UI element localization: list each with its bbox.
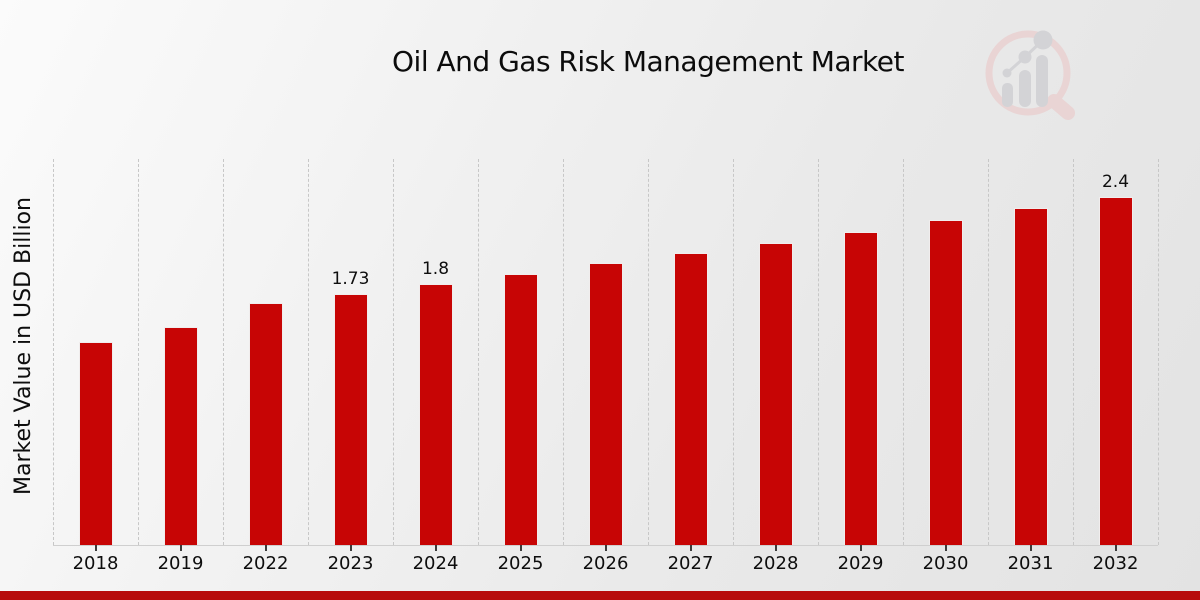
- gridline: [223, 159, 224, 545]
- gridline: [988, 159, 989, 545]
- x-tick-label-2027: 2027: [667, 553, 714, 574]
- bar-2028: [758, 243, 793, 545]
- x-tick-label-2028: 2028: [752, 553, 799, 574]
- x-axis-tick: [944, 545, 947, 551]
- x-axis-tick: [1029, 545, 1032, 551]
- bar-2026: [588, 263, 623, 545]
- x-tick-label-2022: 2022: [242, 553, 289, 574]
- bar-2031: [1013, 208, 1048, 545]
- bar-2030: [928, 220, 963, 545]
- bar-2019: [163, 327, 198, 545]
- bar-2027: [673, 253, 708, 545]
- y-axis-label: Market Value in USD Billion: [11, 196, 36, 496]
- x-tick-label-2029: 2029: [837, 553, 884, 574]
- x-tick-label-2023: 2023: [327, 553, 374, 574]
- x-tick-label-2032: 2032: [1092, 553, 1139, 574]
- x-axis-tick: [859, 545, 862, 551]
- x-tick-label-2031: 2031: [1007, 553, 1054, 574]
- gridline: [648, 159, 649, 545]
- gridline: [138, 159, 139, 545]
- gridline: [308, 159, 309, 545]
- footer-accent-bar: [0, 591, 1200, 600]
- x-tick-label-2024: 2024: [412, 553, 459, 574]
- x-axis-tick: [519, 545, 522, 551]
- market-research-future-logo-icon: [985, 30, 1075, 120]
- bar-2018: [78, 342, 113, 545]
- bar-value-label-2032: 2.4: [1101, 172, 1130, 192]
- x-axis-tick: [774, 545, 777, 551]
- x-tick-label-2030: 2030: [922, 553, 969, 574]
- bar-2032: [1098, 197, 1133, 545]
- x-axis-tick: [689, 545, 692, 551]
- x-axis-tick: [604, 545, 607, 551]
- gridline: [903, 159, 904, 545]
- gridline: [818, 159, 819, 545]
- bar-2029: [843, 232, 878, 545]
- x-axis-tick: [94, 545, 97, 551]
- x-axis-tick: [434, 545, 437, 551]
- gridline: [393, 159, 394, 545]
- x-tick-label-2018: 2018: [72, 553, 119, 574]
- x-axis-tick: [264, 545, 267, 551]
- x-axis-tick: [1114, 545, 1117, 551]
- gridline: [478, 159, 479, 545]
- bar-2025: [503, 274, 538, 545]
- gridline: [1158, 159, 1159, 545]
- chart-title: Oil And Gas Risk Management Market: [392, 45, 904, 78]
- x-tick-label-2025: 2025: [497, 553, 544, 574]
- bar-2024: [418, 284, 453, 545]
- x-axis-tick: [349, 545, 352, 551]
- gridline: [733, 159, 734, 545]
- gridline: [53, 159, 54, 545]
- gridline: [563, 159, 564, 545]
- plot-area: 2018 2019 2022 1.73 2023 1.8 2024 2025 2026 2027 2…: [53, 159, 1159, 574]
- x-axis-tick: [179, 545, 182, 551]
- bar-2022: [248, 303, 283, 545]
- bar-value-label-2024: 1.8: [421, 259, 450, 279]
- gridline: [1073, 159, 1074, 545]
- x-tick-label-2019: 2019: [157, 553, 204, 574]
- x-tick-label-2026: 2026: [582, 553, 629, 574]
- bar-value-label-2023: 1.73: [331, 269, 370, 289]
- bar-2023: [333, 294, 368, 545]
